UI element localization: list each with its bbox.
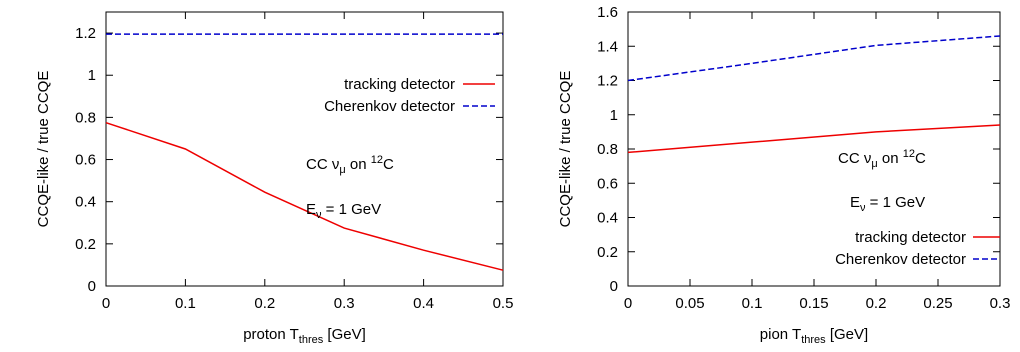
y-tick-label: 0.6: [597, 175, 618, 192]
series-line-2: [627, 35, 1001, 82]
x-tick-label: 0: [624, 295, 632, 312]
x-tick-label: 0.4: [413, 295, 434, 312]
x-tick-label: 0: [102, 295, 110, 312]
legend-label-1: tracking detector: [344, 76, 455, 93]
y-tick-label: 1.2: [75, 25, 96, 42]
series-line-1: [105, 121, 504, 271]
y-axis-label: CCQE-like / true CCQE: [557, 71, 574, 228]
annotation-1: CC νμ on 12C: [838, 148, 926, 170]
y-tick-label: 0.8: [597, 141, 618, 158]
x-tick-label: 0.5: [493, 295, 514, 312]
y-tick-label: 1.6: [597, 4, 618, 21]
annotation-1: CC νμ on 12C: [306, 154, 394, 176]
y-tick-label: 0.2: [75, 236, 96, 253]
y-tick-label: 1.4: [597, 38, 618, 55]
x-axis-label: proton Tthres [GeV]: [243, 326, 366, 346]
chart-2: 0 0.2 0.4 0.6 0.8 1 1.2 1.4 1.6 0 0.05 0.1 0.15 0.2 0.…: [557, 4, 1010, 346]
y-tick-label: 0.6: [75, 152, 96, 169]
annotation-2: Eν = 1 GeV: [850, 194, 925, 214]
legend-label-1: tracking detector: [855, 229, 966, 246]
chart-1: 0 0.2 0.4 0.6 0.8 1 1.2 0 0.1 0.2 0.3 0.4 0.5 proton …: [35, 11, 514, 346]
y-tick-label: 1: [88, 67, 96, 84]
x-tick-label: 0.1: [175, 295, 196, 312]
x-axis-label: pion Tthres [GeV]: [760, 326, 868, 346]
x-tick-label: 0.2: [866, 295, 887, 312]
x-tick-label: 0.1: [742, 295, 763, 312]
x-tick-label: 0.3: [990, 295, 1011, 312]
plot-frame: [105, 11, 504, 287]
y-tick-label: 0.4: [75, 194, 96, 211]
annotation-2: Eν = 1 GeV: [306, 201, 381, 221]
legend-label-2: Cherenkov detector: [324, 98, 455, 115]
plot-frame: [627, 11, 1001, 287]
x-tick-label: 0.05: [675, 295, 704, 312]
series-line-1: [627, 124, 1001, 154]
y-tick-label: 0: [88, 278, 96, 295]
y-tick-label: 0.8: [75, 109, 96, 126]
y-tick-label: 1.2: [597, 73, 618, 90]
y-tick-label: 0: [610, 278, 618, 295]
x-tick-label: 0.15: [799, 295, 828, 312]
x-tick-label: 0.3: [334, 295, 355, 312]
x-tick-label: 0.25: [923, 295, 952, 312]
y-axis-label: CCQE-like / true CCQE: [35, 71, 52, 228]
x-tick-label: 0.2: [254, 295, 275, 312]
y-tick-label: 0.4: [597, 210, 618, 227]
legend-label-2: Cherenkov detector: [835, 251, 966, 268]
y-tick-label: 0.2: [597, 244, 618, 261]
y-tick-label: 1: [610, 107, 618, 124]
